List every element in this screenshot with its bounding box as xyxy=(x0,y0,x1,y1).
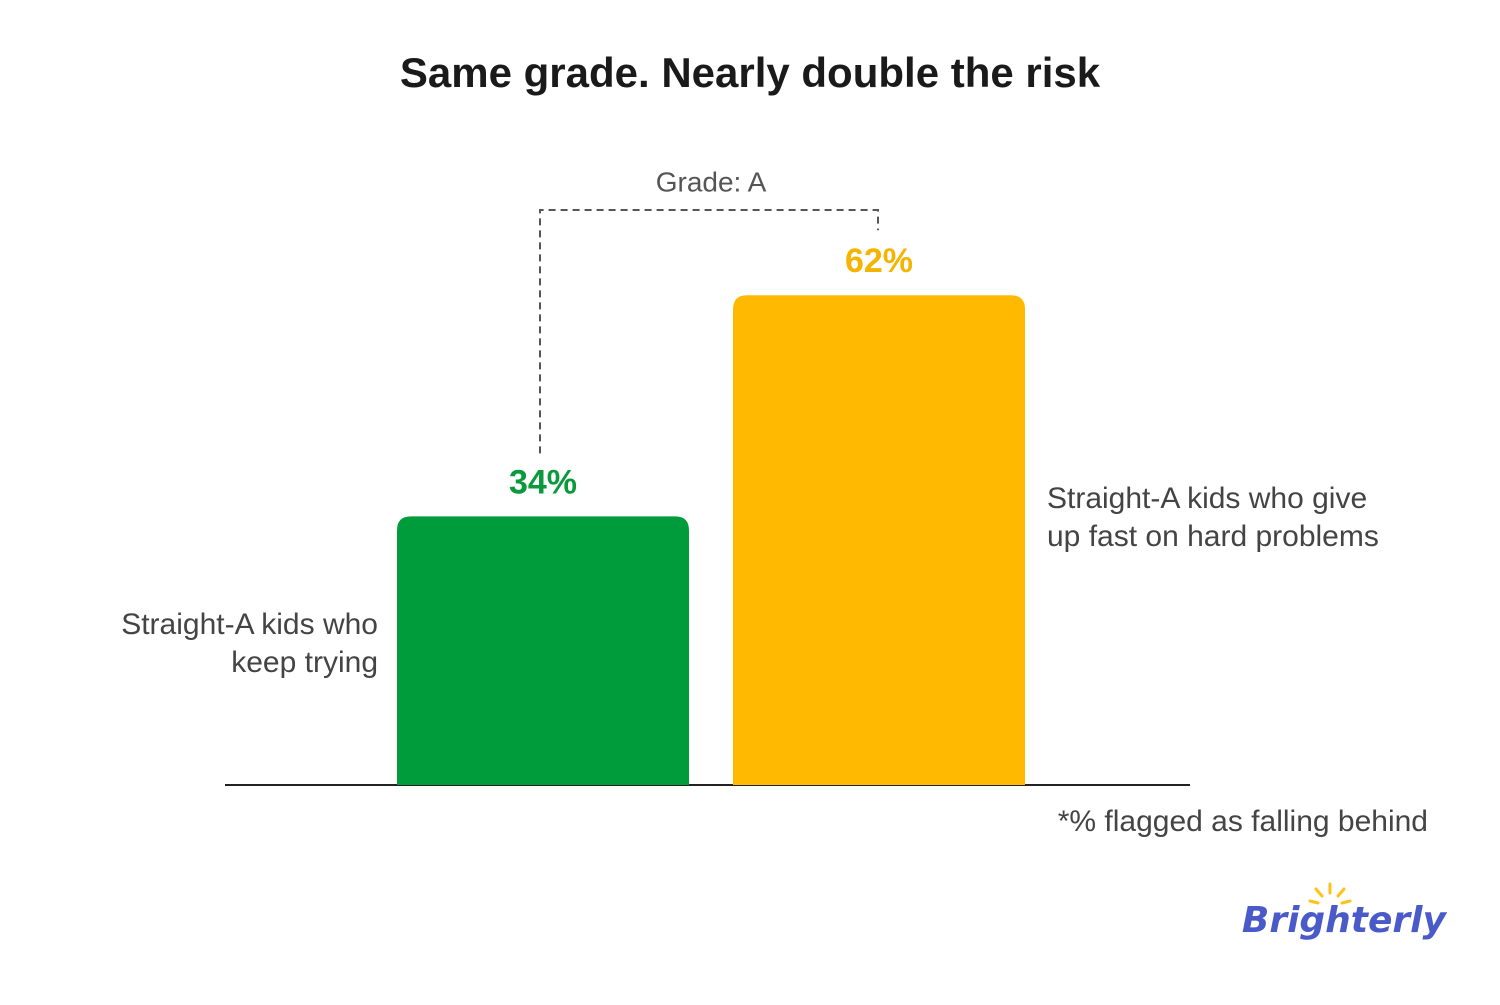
bar xyxy=(397,516,689,785)
footnote: *% flagged as falling behind xyxy=(1058,805,1428,838)
category-label: Straight-A kids who give xyxy=(1047,482,1367,515)
bar xyxy=(733,295,1025,785)
annotation: Grade: A xyxy=(656,166,767,197)
annotation-bracket xyxy=(539,209,879,454)
value-label: 34% xyxy=(509,463,577,501)
logo: Brighterly xyxy=(1242,882,1448,941)
value-label: 62% xyxy=(845,242,913,280)
logo-text: Brighterly xyxy=(1242,900,1448,941)
category-label: Straight-A kids who xyxy=(121,608,378,641)
category-label: up fast on hard problems xyxy=(1047,520,1379,553)
chart-title: Same grade. Nearly double the risk xyxy=(400,49,1101,96)
logo-sun xyxy=(1308,882,1352,905)
category-label: keep trying xyxy=(231,646,378,679)
